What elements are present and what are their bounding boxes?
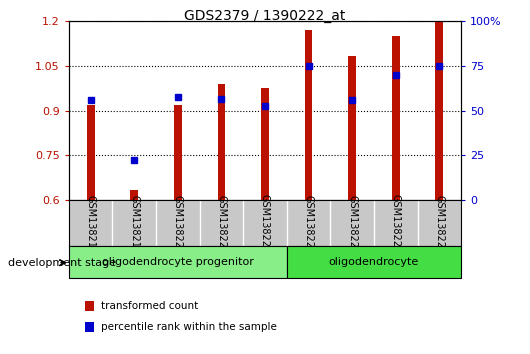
Text: development stage: development stage bbox=[8, 258, 116, 268]
Bar bbox=[174, 105, 182, 200]
Bar bbox=[87, 105, 95, 200]
Bar bbox=[305, 30, 313, 200]
Text: GDS2379 / 1390222_at: GDS2379 / 1390222_at bbox=[184, 9, 346, 23]
Bar bbox=[435, 21, 443, 200]
Bar bbox=[85, 322, 94, 332]
Bar bbox=[69, 246, 287, 278]
Bar bbox=[287, 246, 461, 278]
Bar bbox=[392, 36, 400, 200]
Bar bbox=[348, 56, 356, 200]
Bar bbox=[217, 84, 225, 200]
Text: transformed count: transformed count bbox=[101, 301, 198, 311]
Text: oligodendrocyte progenitor: oligodendrocyte progenitor bbox=[102, 257, 254, 267]
Bar bbox=[85, 301, 94, 311]
Text: oligodendrocyte: oligodendrocyte bbox=[329, 257, 419, 267]
Bar bbox=[130, 190, 138, 200]
Bar bbox=[261, 88, 269, 200]
Text: percentile rank within the sample: percentile rank within the sample bbox=[101, 322, 277, 332]
